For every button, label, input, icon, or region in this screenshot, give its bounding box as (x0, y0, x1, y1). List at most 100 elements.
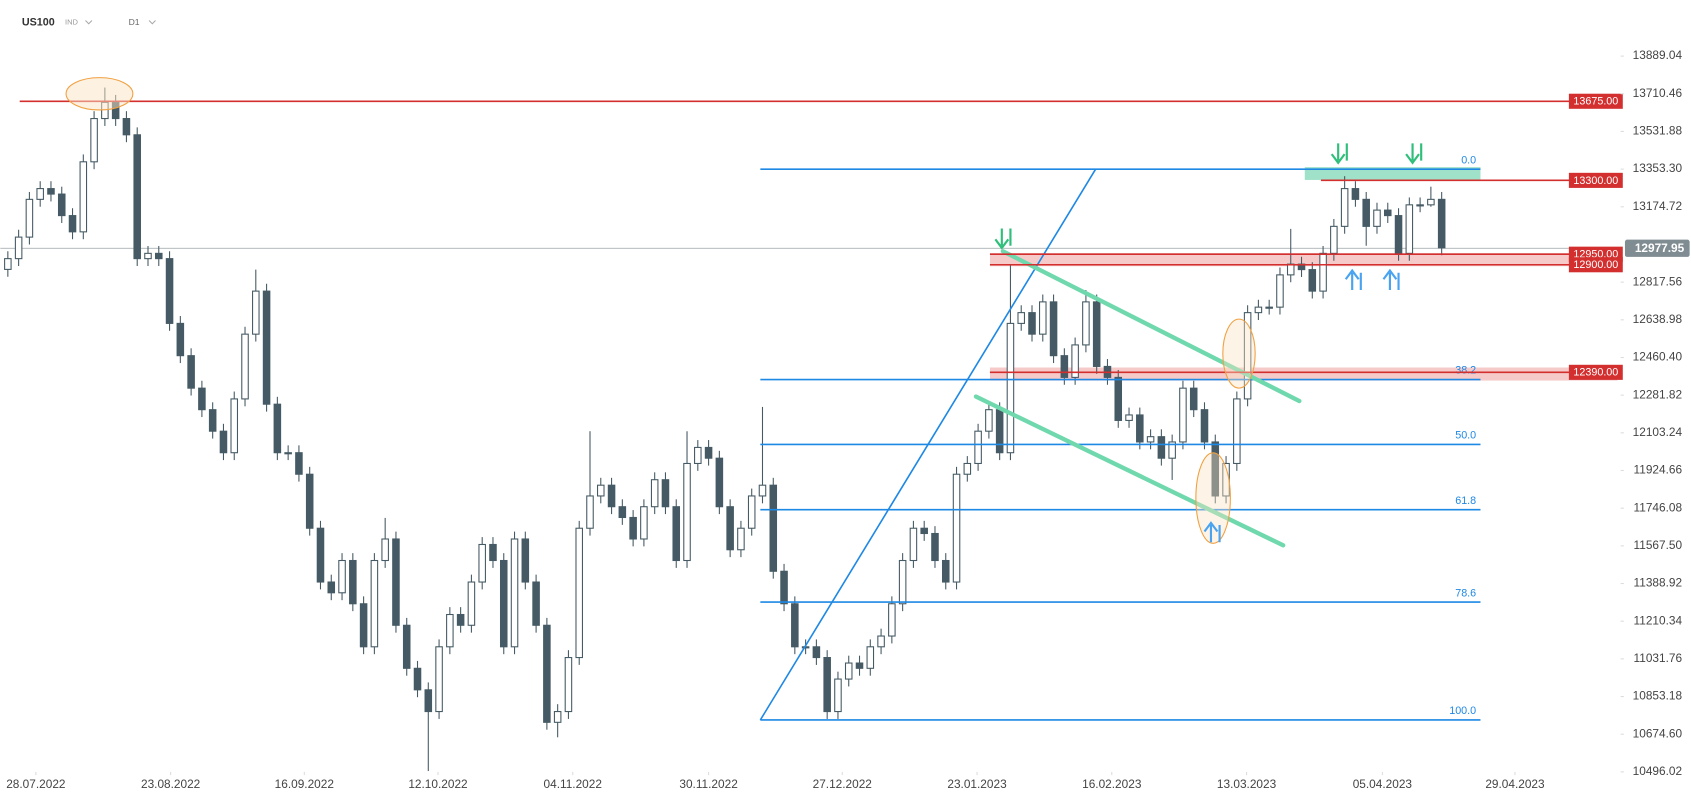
candle-body (1200, 409, 1209, 443)
fib-label: 0.0 (1461, 154, 1476, 166)
candle-body (14, 236, 23, 260)
candle-body (1340, 188, 1349, 227)
candle-body (144, 252, 152, 260)
candle-body (219, 430, 228, 454)
candle-body (1243, 312, 1252, 400)
candle-body (661, 479, 670, 508)
candle-body (370, 559, 379, 648)
candle-body (898, 559, 907, 605)
last-price-label: 12977.95 (1635, 241, 1685, 255)
candle-body (176, 322, 185, 357)
candle-body (478, 543, 486, 583)
candle-body (165, 258, 174, 324)
x-tick-label: 27.12.2022 (813, 777, 872, 791)
candle-body (521, 538, 530, 583)
up-arrow (1203, 521, 1221, 543)
candle-body (1211, 441, 1220, 497)
x-tick-label: 12.10.2022 (408, 777, 467, 791)
candle-body (586, 495, 594, 529)
candle-body (252, 290, 260, 335)
y-tick-label: 10674.60 (1633, 726, 1683, 740)
candle-body (834, 678, 842, 713)
candle-body (435, 646, 443, 713)
y-tick-label: 11746.08 (1634, 500, 1683, 514)
candle-body (1092, 301, 1101, 367)
candle-body (1060, 355, 1069, 378)
candle-body (694, 446, 702, 465)
candle-body (90, 118, 98, 163)
y-tick-label: 13889.04 (1633, 48, 1683, 62)
candle-body (381, 538, 389, 562)
candle-body (855, 662, 864, 669)
y-tick-label: 11567.50 (1634, 538, 1683, 552)
highlight-ellipse (1222, 318, 1256, 389)
candle-body (198, 387, 206, 411)
candle-body (553, 711, 562, 723)
candle-body (758, 484, 767, 497)
level-label: 12390.00 (1573, 367, 1618, 379)
level-label-box (1568, 257, 1623, 273)
candle-body (726, 506, 734, 551)
caret[interactable] (85, 20, 93, 25)
candle-body (79, 161, 88, 233)
candle-body (510, 538, 519, 648)
zones-layer (989, 167, 1618, 381)
market: IND (65, 18, 79, 27)
candle-body (1265, 306, 1273, 309)
candle-body (823, 657, 831, 713)
y-tick-label: 13174.72 (1633, 199, 1682, 213)
candle-body (1362, 198, 1370, 227)
fib-label: 38.2 (1455, 365, 1476, 377)
x-tick-label: 16.02.2023 (1082, 777, 1142, 791)
candle-body (4, 258, 12, 270)
y-tick-label: 12281.82 (1633, 387, 1682, 401)
candle-body (1254, 306, 1263, 314)
candle-body (47, 188, 55, 195)
level-label: 13675.00 (1573, 96, 1618, 108)
candle-body (1351, 188, 1360, 200)
down-arrow (1330, 143, 1348, 165)
channel-line (973, 394, 1286, 548)
candle-body (920, 527, 928, 535)
candle-body (1136, 414, 1144, 443)
candle-body (338, 559, 346, 594)
candle-body (791, 603, 799, 648)
candle-body (985, 409, 993, 432)
candle-body (1082, 301, 1090, 346)
candle-body (1286, 263, 1295, 276)
up-arrow (1382, 268, 1400, 290)
level-label-box (1568, 364, 1623, 380)
candle-body (1308, 269, 1317, 292)
candle-body (1049, 301, 1058, 357)
candle-body (187, 355, 195, 389)
candle-body (1319, 252, 1327, 292)
candle-body (866, 646, 875, 669)
candle-body (888, 603, 896, 637)
symbol: US100 (22, 16, 55, 28)
candle-body (1394, 215, 1403, 254)
candle-body (1189, 387, 1198, 411)
candle-body (402, 624, 411, 669)
candle-body (532, 581, 540, 626)
candle-body (36, 188, 44, 200)
fib-label: 61.8 (1455, 495, 1476, 507)
candle-body (446, 613, 454, 648)
level-label: 12900.00 (1573, 259, 1618, 271)
candle-body (1006, 322, 1015, 454)
candle-body (122, 118, 131, 136)
candle-body (1437, 198, 1446, 249)
channel-line (1000, 249, 1302, 404)
caret[interactable] (148, 20, 156, 25)
candle-body (995, 409, 1004, 454)
y-tick-label: 12817.56 (1633, 274, 1683, 288)
candle-body (952, 473, 961, 583)
candle-body (262, 290, 271, 405)
axis-layer: 13889.04 13710.46 13531.88 13353.30 13174.72… (6, 48, 1690, 791)
x-tick-label: 23.08.2022 (141, 777, 200, 791)
candle-body (295, 452, 303, 475)
y-tick-label: 12460.40 (1633, 350, 1683, 364)
down-arrow (1405, 143, 1423, 165)
candle-body (1114, 376, 1123, 421)
candle-body (208, 409, 217, 432)
candle-body (769, 484, 778, 572)
